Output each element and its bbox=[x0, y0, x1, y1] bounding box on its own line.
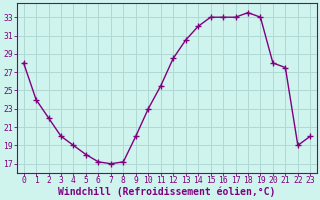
X-axis label: Windchill (Refroidissement éolien,°C): Windchill (Refroidissement éolien,°C) bbox=[58, 186, 276, 197]
